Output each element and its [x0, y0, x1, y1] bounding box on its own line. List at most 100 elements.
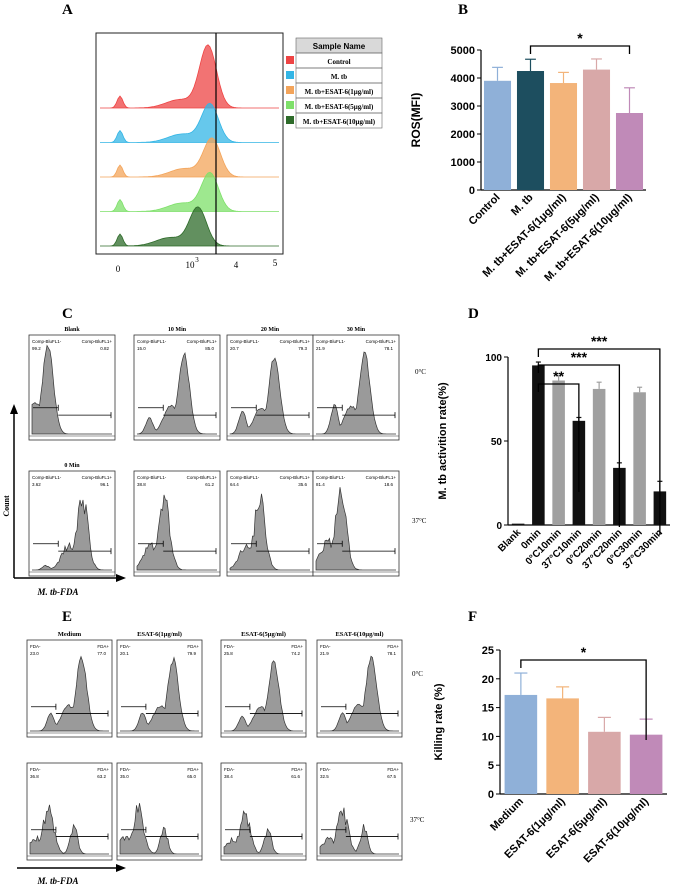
- flow-histogram: [31, 344, 112, 435]
- legend-swatch: [286, 116, 294, 124]
- y-tick-label: 25: [482, 645, 494, 657]
- gate-plus-label: FDA+: [187, 767, 199, 772]
- row-label-0c: 0°C: [415, 368, 426, 376]
- y-tick-label: 50: [491, 437, 503, 448]
- legend-header: Sample Name: [313, 42, 366, 51]
- bar-3: [549, 83, 578, 190]
- gate-plus-label: Comp-BluFL1+: [280, 475, 311, 480]
- panel-a-histograms: 0 10 3 4 5: [95, 32, 284, 274]
- gate-minus-value: 35.0: [120, 774, 129, 779]
- flow-title: ESAT-6(5μg/ml): [241, 631, 286, 638]
- significance-bracket: [537, 383, 580, 492]
- significance-bracket: [520, 659, 647, 740]
- legend-label: M. tb: [331, 73, 347, 81]
- count-label: Count: [2, 495, 11, 517]
- y-tick-label: 0: [496, 521, 502, 532]
- flow-title: Blank: [64, 327, 80, 333]
- y-tick-label: 10: [482, 731, 494, 743]
- histogram-3: [100, 137, 279, 178]
- significance-label: *: [577, 30, 583, 46]
- gate-plus-value: 18.6: [384, 482, 393, 487]
- bar-2: [546, 698, 579, 794]
- flow-histogram: [223, 810, 303, 855]
- y-tick-label: 0: [469, 185, 475, 197]
- panel-e-flow-grid: Medium FDA- FDA+ 23.0 77.0 FDA- FDA+ 36.8 63.2 ES…: [17, 631, 425, 886]
- significance-label: *: [581, 644, 587, 660]
- category-label: M. tb: [509, 191, 536, 218]
- panel-f-letter: F: [468, 609, 477, 625]
- flow-histogram: [229, 493, 310, 571]
- gate-plus-label: Comp-BluFL1+: [82, 339, 113, 344]
- panel-a-x-tick: 3: [195, 256, 199, 264]
- gate-plus-value: 78.1: [384, 346, 393, 351]
- panel-a-x-tick: 5: [273, 258, 278, 268]
- legend-swatch: [286, 71, 294, 79]
- gate-plus-value: 35.6: [298, 482, 307, 487]
- y-tick-label: 5000: [451, 45, 475, 57]
- gate-plus-value: 79.9: [187, 651, 196, 656]
- gate-plus-label: FDA+: [291, 767, 303, 772]
- gate-minus-label: Comp-BluFL1-: [316, 475, 346, 480]
- legend-label: M. tb+ESAT-6(1μg/ml): [305, 88, 374, 96]
- gate-minus-label: Comp-BluFL1-: [230, 339, 260, 344]
- row-label-37c: 37°C: [412, 517, 427, 525]
- gate-minus-label: FDA-: [120, 767, 131, 772]
- gate-minus-value: 32.5: [320, 774, 329, 779]
- gate-plus-label: Comp-BluFL1+: [187, 475, 218, 480]
- gate-plus-label: Comp-BluFL1+: [187, 339, 218, 344]
- panel-a-x-tick: 4: [234, 260, 239, 270]
- panel-a-x-tick: 10: [186, 260, 196, 270]
- histogram-2: [100, 102, 279, 143]
- bar-7: [633, 392, 646, 525]
- flow-histogram: [315, 487, 396, 571]
- gate-minus-value: 20.1: [120, 651, 129, 656]
- histogram-1: [100, 44, 279, 109]
- gate-minus-label: Comp-BluFL1-: [32, 475, 62, 480]
- gate-plus-label: FDA+: [387, 644, 399, 649]
- gate-plus-value: 0.82: [100, 346, 109, 351]
- flow-histogram: [229, 357, 310, 435]
- gate-minus-label: Comp-BluFL1-: [230, 475, 260, 480]
- gate-minus-value: 21.9: [320, 651, 329, 656]
- gate-plus-label: FDA+: [387, 767, 399, 772]
- flow-histogram: [316, 351, 396, 435]
- gate-minus-value: 25.8: [224, 651, 233, 656]
- gate-minus-value: 3.62: [32, 482, 41, 487]
- gate-minus-label: Comp-BluFL1-: [316, 339, 346, 344]
- significance-label: ***: [591, 333, 608, 349]
- histogram-5: [100, 206, 279, 247]
- x-arrow-head: [116, 864, 126, 872]
- y-tick-label: 3000: [451, 101, 475, 113]
- panel-e-letter: E: [62, 609, 72, 625]
- y-tick-label: 20: [482, 674, 494, 686]
- flow-histogram: [224, 660, 303, 732]
- bar-5: [592, 388, 606, 525]
- bar-3: [588, 731, 621, 794]
- y-tick-label: 100: [485, 353, 502, 364]
- panel-a-x-tick: 0: [116, 264, 121, 274]
- flow-histogram: [120, 656, 199, 732]
- legend-label: M. tb+ESAT-6(5μg/ml): [305, 103, 374, 111]
- gate-plus-value: 61.6: [291, 774, 300, 779]
- gate-minus-value: 38.4: [224, 774, 233, 779]
- flow-plot-frame: [116, 639, 203, 738]
- gate-plus-value: 65.0: [187, 774, 196, 779]
- gate-plus-value: 67.5: [387, 774, 396, 779]
- gate-minus-label: Comp-BluFL1-: [137, 475, 167, 480]
- significance-label: ***: [571, 349, 588, 365]
- histogram-4: [100, 171, 279, 212]
- gate-minus-label: Comp-BluFL1-: [137, 339, 167, 344]
- panel-a-letter: A: [62, 2, 73, 18]
- bar-1: [483, 80, 512, 190]
- gate-minus-label: FDA-: [30, 767, 41, 772]
- bar-5: [615, 113, 644, 190]
- significance-bracket: [537, 364, 621, 527]
- y-tick-label: 5: [488, 760, 494, 772]
- gate-minus-value: 99.2: [32, 346, 41, 351]
- row-label-0c: 0°C: [412, 670, 423, 678]
- legend-swatch: [286, 86, 294, 94]
- gate-plus-label: FDA+: [187, 644, 199, 649]
- gate-minus-label: FDA-: [224, 767, 235, 772]
- panel-a-frame: [95, 32, 284, 255]
- fda-label: M. tb-FDA: [36, 587, 78, 597]
